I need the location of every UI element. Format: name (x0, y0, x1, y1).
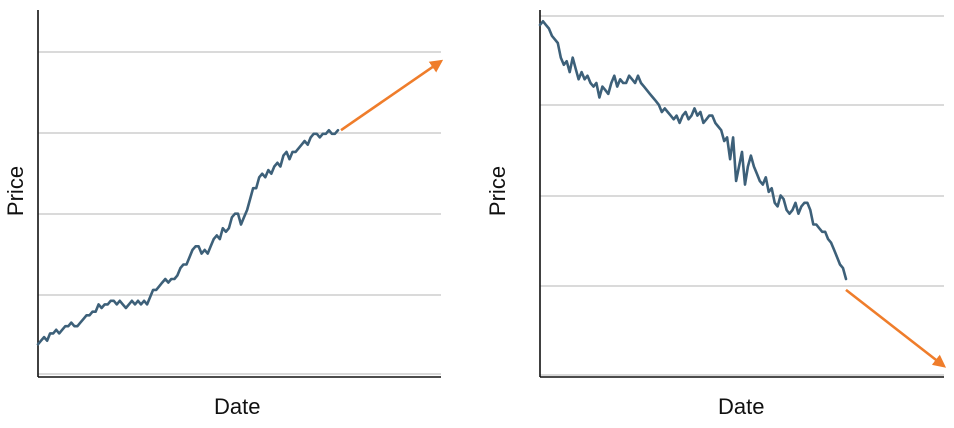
y-axis-label: Price (3, 165, 28, 217)
trend-arrow (340, 59, 444, 132)
chart-right: Price Date (477, 0, 954, 428)
x-axis-label: Date (214, 394, 261, 419)
y-axis-label: Price (485, 165, 510, 217)
price-series-line (36, 128, 340, 346)
chart-left: Price Date (3, 10, 444, 419)
chart-right-svg (538, 10, 947, 378)
trend-arrow (845, 288, 947, 368)
price-series-line (538, 19, 848, 281)
x-axis-label: Date (718, 394, 765, 419)
chart-left-svg (36, 10, 444, 378)
